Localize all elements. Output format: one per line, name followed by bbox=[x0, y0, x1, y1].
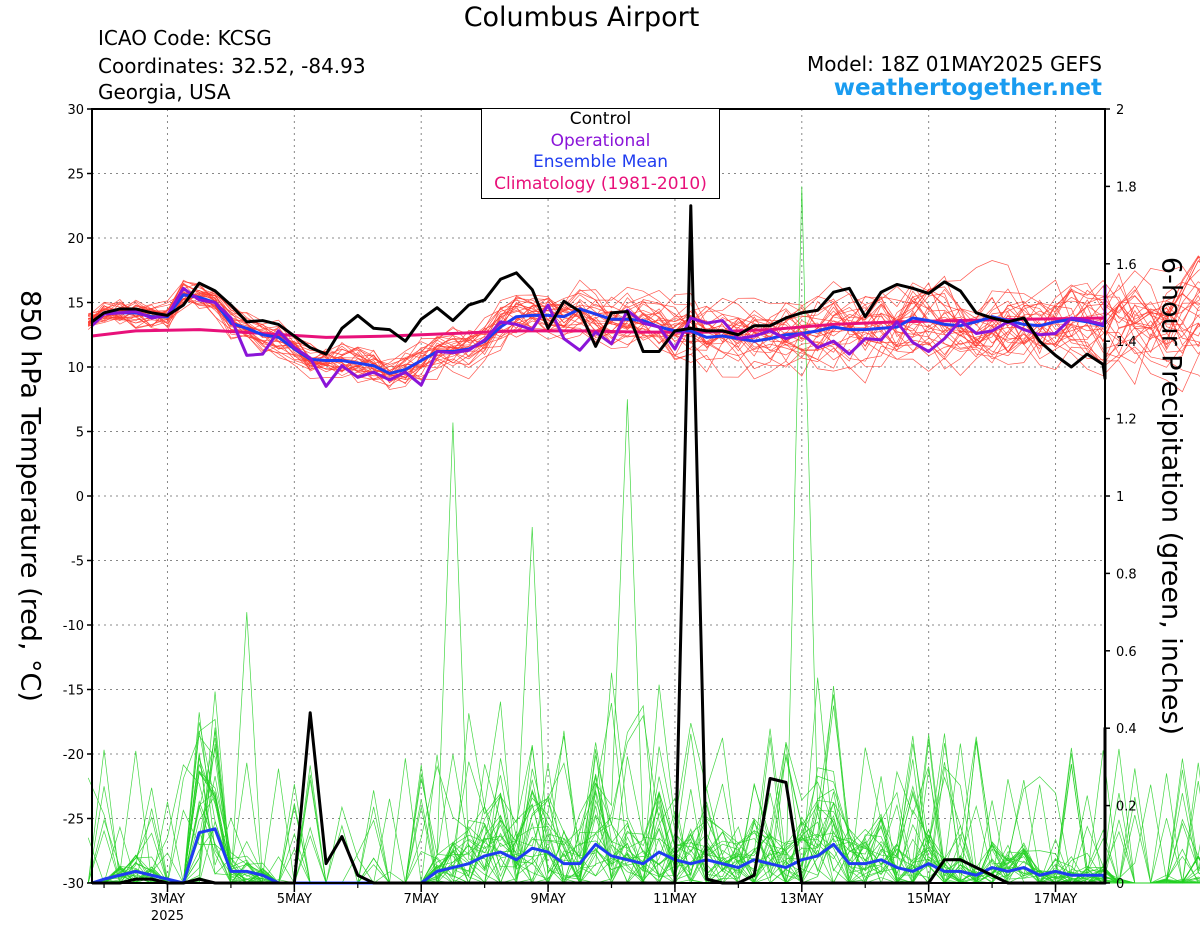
y-left-tick-label: 15 bbox=[67, 297, 84, 312]
y-right-tick-label: 0.4 bbox=[1116, 722, 1137, 737]
y-left-tick-label: 5 bbox=[76, 426, 84, 441]
y-left-tick-label: -10 bbox=[63, 619, 84, 634]
precipitation-member-line bbox=[88, 186, 1200, 884]
legend-operational: Operational bbox=[550, 130, 651, 151]
y-left-tick-label: 0 bbox=[76, 490, 84, 505]
y-right-tick-label: 1.6 bbox=[1116, 258, 1137, 273]
precipitation-member-line bbox=[88, 701, 1200, 885]
temperature-member-line bbox=[88, 255, 1200, 379]
x-tick-sublabel: 2025 bbox=[151, 909, 184, 924]
y-right-tick-label: 0.2 bbox=[1116, 800, 1137, 815]
y-right-tick-label: 2 bbox=[1116, 103, 1124, 118]
x-tick-label: 3MAY bbox=[150, 892, 185, 907]
y-axis-right-label: 6-hour Precipitation (green, inches) bbox=[1155, 256, 1187, 736]
precipitation-member-line bbox=[88, 705, 1200, 885]
temperature-member-line bbox=[88, 281, 1200, 384]
y-right-tick-label: 0.6 bbox=[1116, 645, 1137, 660]
y-left-tick-label: 25 bbox=[67, 168, 84, 183]
legend-ensemble-mean: Ensemble Mean bbox=[532, 152, 669, 172]
precipitation-member-line bbox=[88, 422, 1200, 885]
x-tick-label: 13MAY bbox=[780, 892, 824, 907]
climatology-line bbox=[91, 316, 1106, 339]
legend-climatology: Climatology (1981-2010) bbox=[494, 173, 707, 194]
region: Georgia, USA bbox=[98, 80, 231, 104]
y-left-tick-label: -30 bbox=[63, 877, 84, 892]
y-right-tick-label: 1.4 bbox=[1116, 335, 1137, 350]
y-right-tick-label: 1.2 bbox=[1116, 413, 1137, 428]
y-right-tick-label: 0.8 bbox=[1116, 567, 1137, 582]
temperature-member-line bbox=[87, 280, 1200, 374]
temperature-control-line bbox=[91, 271, 1107, 381]
model-run: Model: 18Z 01MAY2025 GEFS bbox=[807, 52, 1102, 76]
temperature-member-line bbox=[88, 293, 1200, 390]
y-left-tick-label: -15 bbox=[63, 684, 84, 699]
temperature-member-line bbox=[88, 275, 1200, 384]
y-right-tick-label: 1.8 bbox=[1116, 180, 1137, 195]
y-left-tick-label: -20 bbox=[63, 748, 84, 763]
y-right-tick-label: 0 bbox=[1116, 877, 1124, 892]
chart-title: Columbus Airport bbox=[463, 2, 700, 33]
y-left-tick-label: -25 bbox=[63, 813, 84, 828]
x-tick-label: 11MAY bbox=[653, 892, 697, 907]
precipitation-member-line bbox=[88, 526, 1200, 885]
precipitation-members bbox=[87, 186, 1200, 885]
precipitation-member-line bbox=[87, 704, 1200, 885]
temperature-member-line bbox=[88, 292, 1200, 385]
precipitation-member-line bbox=[88, 399, 1200, 885]
y-right-tick-label: 1 bbox=[1116, 490, 1124, 505]
y-left-tick-label: 30 bbox=[67, 103, 84, 118]
temperature-members bbox=[87, 255, 1200, 393]
y-axis-left-label: 850 hPa Temperature (red, °C) bbox=[14, 290, 46, 702]
y-left-tick-label: 20 bbox=[67, 232, 84, 247]
x-tick-label: 7MAY bbox=[404, 892, 439, 907]
y-left-tick-label: -5 bbox=[71, 555, 84, 570]
x-tick-label: 17MAY bbox=[1034, 892, 1078, 907]
y-left-tick-label: 10 bbox=[67, 361, 84, 376]
x-tick-label: 9MAY bbox=[530, 892, 565, 907]
legend-control: Control bbox=[569, 109, 632, 129]
legend: Control Operational Ensemble Mean Climat… bbox=[481, 108, 720, 199]
icao-code: ICAO Code: KCSG bbox=[98, 26, 272, 50]
coordinates: Coordinates: 32.52, -84.93 bbox=[98, 54, 366, 78]
precipitation-member-line bbox=[87, 612, 1200, 884]
x-tick-label: 5MAY bbox=[277, 892, 312, 907]
temperature-member-line bbox=[87, 289, 1200, 383]
grid bbox=[92, 109, 1105, 883]
x-tick-label: 15MAY bbox=[907, 892, 951, 907]
temperature-member-line bbox=[88, 260, 1200, 387]
site-link[interactable]: weathertogether.net bbox=[833, 75, 1102, 101]
